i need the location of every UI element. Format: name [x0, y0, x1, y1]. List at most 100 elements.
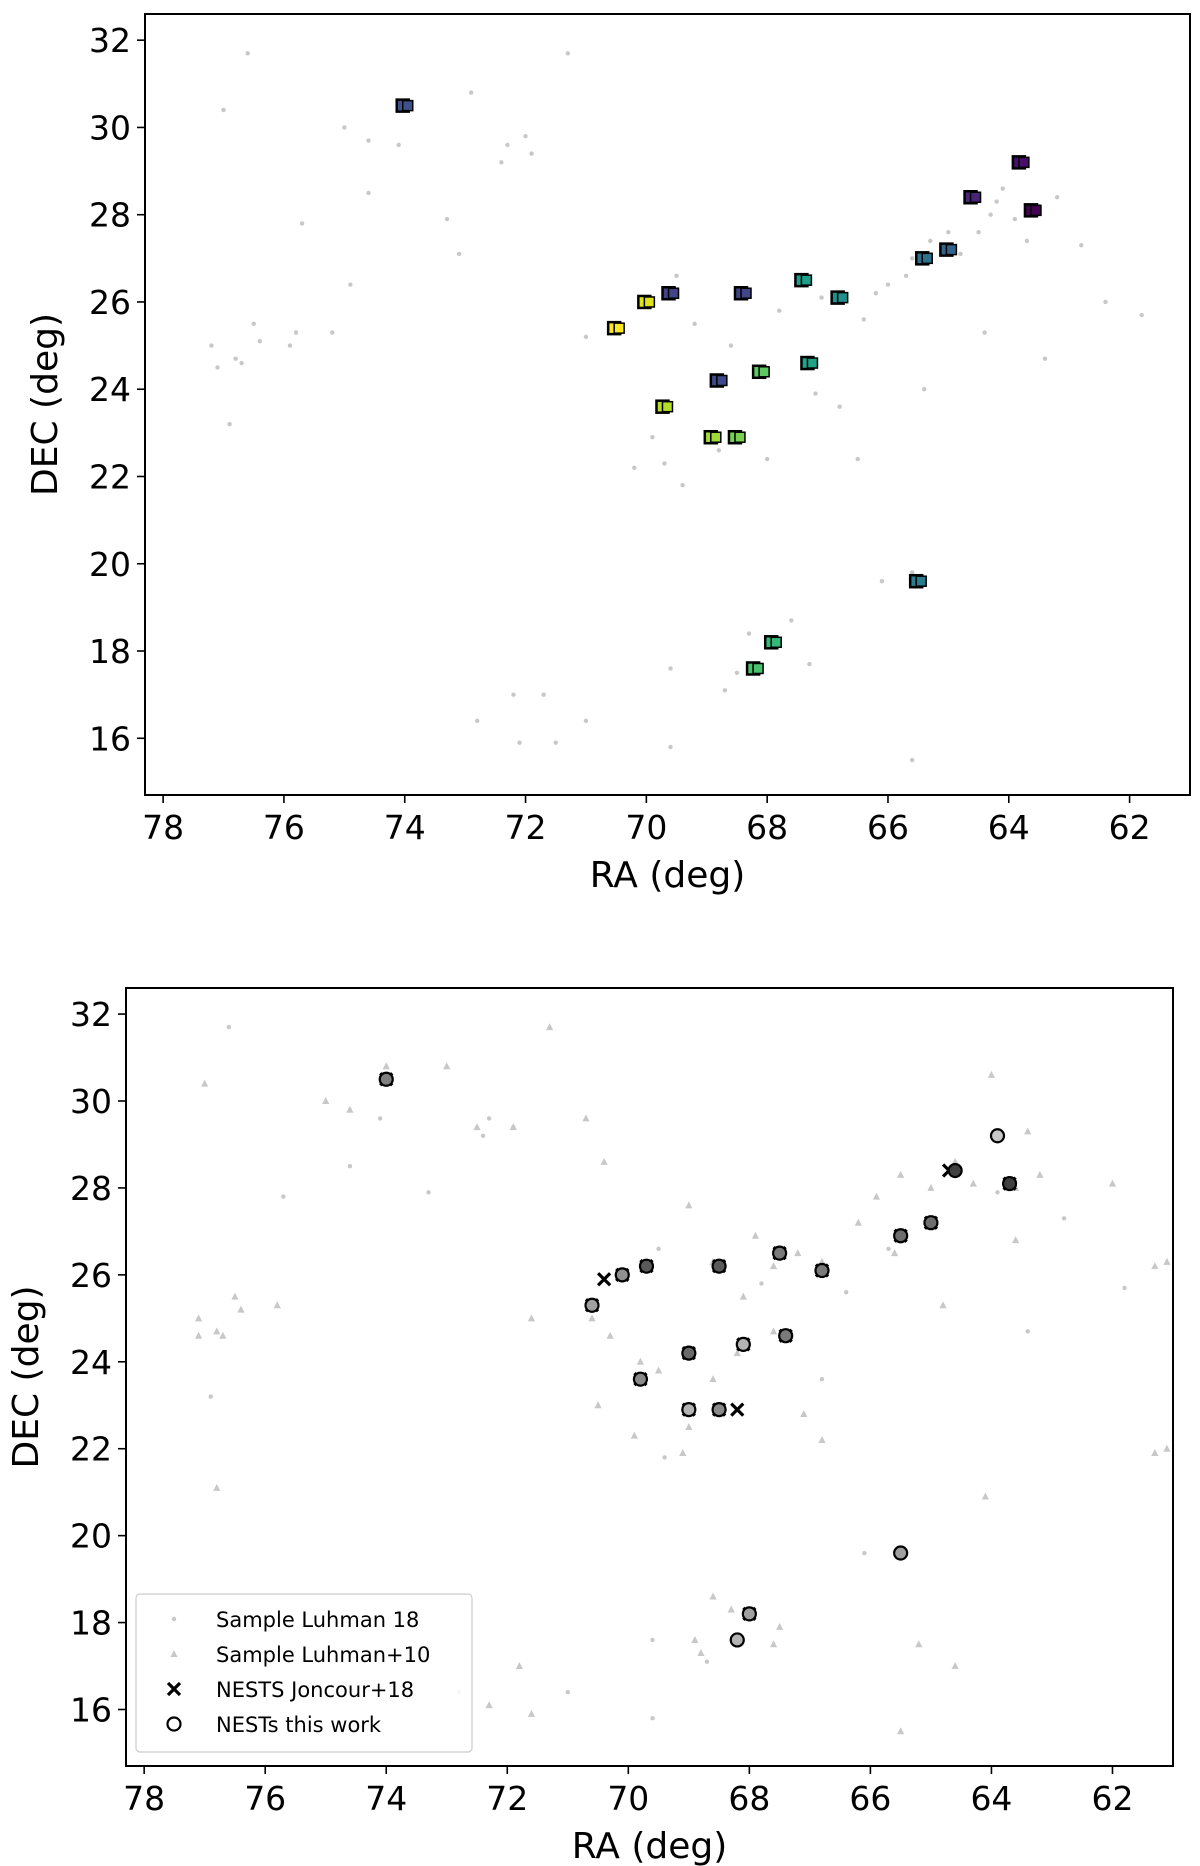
data-point — [426, 1190, 431, 1195]
data-point — [778, 1328, 794, 1344]
data-point — [1025, 1329, 1030, 1334]
y-tick-label: 28 — [70, 1169, 112, 1208]
data-point — [480, 1133, 486, 1138]
x-tick-label: 62 — [1091, 1779, 1133, 1818]
data-point — [667, 287, 680, 299]
data-point — [903, 273, 909, 278]
data-point — [347, 1164, 353, 1169]
data-point — [195, 1331, 203, 1339]
data-point — [909, 570, 915, 575]
series-background — [209, 51, 1144, 763]
data-point — [1030, 204, 1042, 217]
data-point — [209, 343, 214, 348]
y-tick-label: 20 — [70, 1517, 112, 1556]
data-point — [273, 1301, 281, 1309]
data-point — [759, 1281, 764, 1286]
data-point — [928, 238, 933, 244]
x-tick-label: 66 — [849, 1779, 891, 1818]
data-point — [606, 1331, 614, 1339]
data-point — [1108, 1179, 1117, 1187]
data-point — [468, 90, 474, 95]
data-point — [475, 718, 480, 724]
data-point — [951, 1662, 959, 1670]
data-point — [322, 1097, 330, 1105]
data-point — [287, 343, 293, 348]
data-point — [1001, 1175, 1018, 1192]
data-point — [685, 1201, 693, 1209]
data-point — [377, 1116, 383, 1121]
data-point — [473, 1123, 481, 1131]
data-point — [711, 1258, 727, 1274]
legend-marker — [166, 1716, 182, 1732]
data-point — [668, 744, 673, 750]
data-point — [837, 404, 842, 409]
data-point — [704, 1659, 710, 1664]
data-point — [515, 1662, 523, 1670]
data-point — [1151, 1262, 1159, 1270]
data-point — [794, 1249, 802, 1257]
legend: Sample Luhman 18 Sample Luhman+10 NESTS Jo… — [135, 1593, 473, 1753]
data-point — [691, 1635, 699, 1643]
chart-panel-1: 78 76 74 72 70 68 66 64 62 16 18 20 22 24 26 28 30 32 RA (… — [25, 13, 1191, 896]
data-point — [800, 274, 813, 286]
data-point — [922, 387, 927, 392]
data-point — [681, 1401, 697, 1418]
data-point — [1012, 216, 1018, 222]
data-point — [582, 1114, 590, 1122]
data-point — [813, 391, 818, 396]
y-tick-label: 22 — [70, 1430, 112, 1469]
x-tick-label: 68 — [728, 1779, 770, 1818]
data-point — [927, 1183, 935, 1191]
data-point — [583, 718, 589, 724]
series-nests — [395, 98, 1042, 676]
data-point — [800, 1409, 808, 1417]
data-point — [716, 448, 722, 453]
data-point — [770, 636, 782, 649]
data-point — [987, 1070, 996, 1078]
data-point — [739, 1292, 747, 1300]
data-point — [1163, 1257, 1171, 1265]
data-point — [947, 1162, 963, 1179]
data-point — [596, 1272, 612, 1287]
y-tick-label: 26 — [70, 1256, 112, 1295]
y-tick-label: 16 — [70, 1690, 112, 1729]
data-point — [366, 138, 371, 143]
data-point — [909, 757, 915, 763]
y-tick-label: 30 — [89, 108, 131, 147]
data-point — [1042, 356, 1048, 361]
data-point — [378, 1071, 394, 1087]
data-point — [897, 1727, 905, 1735]
x-tick-label: 72 — [505, 808, 547, 847]
data-point — [722, 688, 728, 693]
data-point — [517, 740, 522, 745]
y-tick-label: 30 — [70, 1082, 112, 1121]
data-point — [1163, 1444, 1171, 1452]
data-point — [251, 321, 256, 326]
legend-box — [135, 1593, 473, 1753]
plot-frame — [125, 987, 1174, 1767]
data-point — [656, 1246, 661, 1251]
x-tick-label: 74 — [365, 1779, 407, 1818]
data-point — [1122, 1285, 1127, 1291]
data-point — [1036, 1170, 1044, 1178]
data-point — [630, 1431, 638, 1439]
data-point — [553, 740, 558, 745]
data-point — [789, 618, 794, 623]
data-point — [685, 1422, 693, 1430]
data-point — [886, 1246, 891, 1251]
data-point — [709, 1592, 717, 1600]
data-point — [752, 662, 764, 675]
y-tick-label: 28 — [89, 196, 131, 235]
data-point — [751, 1231, 760, 1239]
data-point — [1024, 238, 1030, 244]
data-point — [661, 400, 674, 413]
data-point — [342, 125, 347, 130]
legend-label: NESTs this work — [216, 1713, 382, 1737]
data-point — [982, 330, 987, 335]
data-point — [716, 374, 728, 387]
data-point — [758, 366, 770, 378]
data-point — [995, 1190, 1000, 1195]
data-point — [818, 1257, 826, 1265]
data-point — [879, 579, 885, 584]
data-point — [727, 1605, 735, 1613]
